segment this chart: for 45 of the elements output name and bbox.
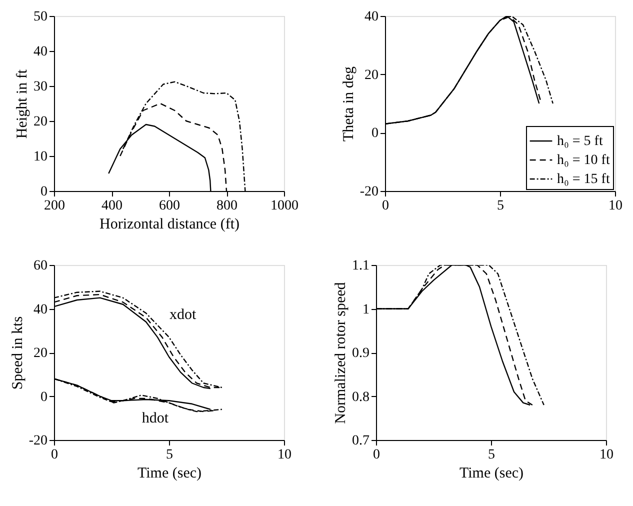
y-tick-label: 0.9 [352,346,370,361]
annotation: xdot [169,307,197,323]
y-tick-label: 30 [34,80,48,94]
y-tick-label: -20 [360,184,378,200]
x-tick-label: 5 [497,198,504,214]
x-tick-label: 400 [102,198,122,214]
y-tick-label: 1.1 [352,258,370,274]
y-axis-title: Normalized rotor speed [333,282,349,424]
x-tick-label: 600 [159,198,180,214]
legend-label: h₀ = 15 ft [557,172,610,187]
y-tick-label: 0.8 [352,390,370,405]
y-tick-label: 20 [34,114,48,130]
x-tick-label: 5 [488,448,495,462]
x-tick-label: 0 [382,198,389,214]
y-axis-title: Speed in kts [10,316,26,390]
y-axis-title: Height in ft [14,68,30,139]
x-axis-title: Horizontal distance (ft) [100,216,240,232]
y-tick-label: 0 [40,390,48,405]
x-tick-label: 10 [600,448,614,462]
y-tick-label: 1 [362,302,370,318]
y-tick-label: 60 [34,258,48,274]
x-tick-label: 0 [51,448,58,462]
x-tick-label: 200 [44,198,65,214]
legend-label: h₀ = 10 ft [557,153,610,168]
y-tick-label: 50 [34,10,48,24]
legend-label: h₀ = 5 ft [557,134,603,149]
x-tick-label: 1000 [270,198,298,214]
y-tick-label: 20 [364,68,378,83]
y-tick-label: 0 [372,126,378,142]
y-tick-label: 40 [364,10,378,24]
y-tick-label: -20 [28,434,48,448]
y-tick-label: 0 [40,184,48,200]
y-tick-label: 40 [34,44,48,60]
y-tick-label: 20 [34,346,48,361]
x-tick-label: 10 [608,198,622,214]
x-tick-label: 10 [278,448,292,462]
y-tick-label: 40 [34,302,48,318]
y-tick-label: 10 [34,150,48,164]
y-tick-label: 0.7 [352,434,370,448]
x-tick-label: 5 [166,448,173,462]
x-axis-title: Time (sec) [459,466,524,482]
x-tick-label: 800 [216,198,238,214]
y-axis-title: Theta in deg [340,66,357,142]
x-axis-title: Time (sec) [137,466,202,482]
annotation: hdot [142,410,170,426]
